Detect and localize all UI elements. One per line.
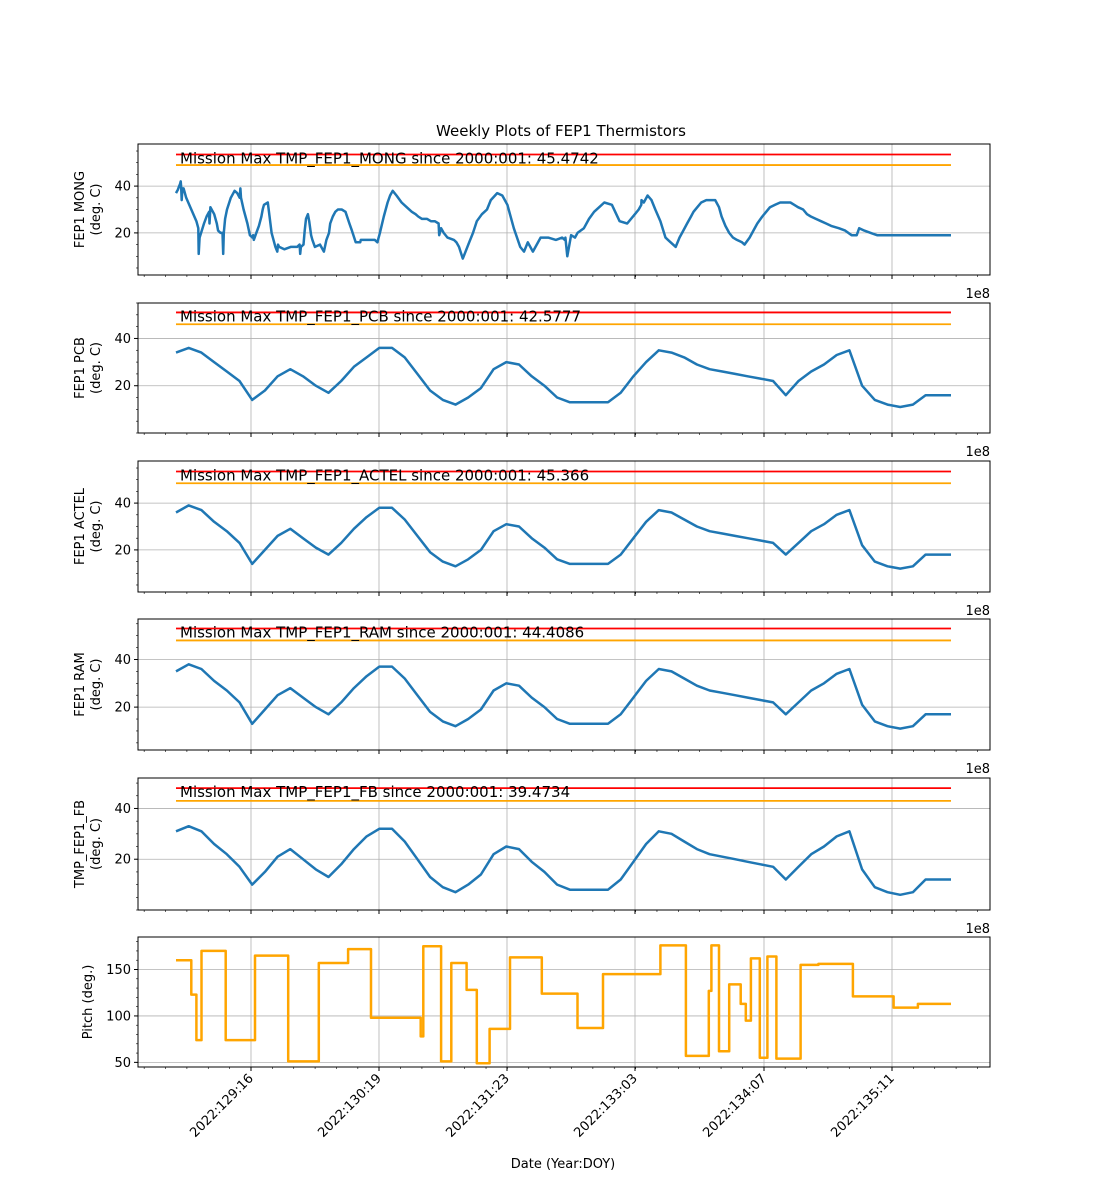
axes-frame	[137, 936, 991, 1068]
y-tick-label: 150	[106, 963, 131, 978]
y-tick-label: 100	[106, 1009, 131, 1024]
y-axis-label: TMP_FEP1_FB	[73, 800, 88, 889]
y-axis-label: FEP1 MONG	[73, 171, 88, 248]
subplot-3: Mission Max TMP_FEP1_ACTEL since 2000:00…	[73, 460, 991, 619]
y-axis-unit-label: (deg. C)	[89, 342, 104, 394]
y-tick-label: 20	[114, 543, 131, 558]
y-axis-label: FEP1 RAM	[73, 652, 88, 717]
y-tick-label: 50	[114, 1056, 131, 1071]
y-tick-label: 20	[114, 226, 131, 241]
subplot-1: Mission Max TMP_FEP1_MONG since 2000:001…	[73, 143, 991, 302]
x-tick-label: 2022:131:23	[443, 1071, 512, 1140]
y-tick-label: 40	[114, 180, 131, 195]
temperature-series-line	[175, 663, 951, 730]
subplot-4: Mission Max TMP_FEP1_RAM since 2000:001:…	[73, 618, 991, 777]
y-tick-label: 20	[114, 853, 131, 868]
x-offset-text: 1e8	[965, 762, 990, 777]
subplot-2: Mission Max TMP_FEP1_PCB since 2000:001:…	[73, 302, 991, 460]
x-offset-text: 1e8	[965, 604, 990, 619]
x-tick-labels: 2022:129:16 2022:130:19 2022:131:23 2022:13…	[187, 1071, 897, 1140]
temperature-series-line	[175, 824, 951, 897]
y-tick-label: 40	[114, 802, 131, 817]
y-tick-label: 40	[114, 653, 131, 668]
y-axis-label: FEP1 ACTEL	[73, 487, 88, 565]
x-tick-label: 2022:134:07	[700, 1071, 769, 1140]
mission-max-annotation: Mission Max TMP_FEP1_PCB since 2000:001:…	[180, 307, 581, 326]
y-axis-label: FEP1 PCB	[73, 337, 88, 399]
x-offset-text: 1e8	[965, 922, 990, 937]
axes-frame	[137, 302, 991, 434]
mission-max-annotation: Mission Max TMP_FEP1_MONG since 2000:001…	[180, 150, 599, 169]
mission-max-annotation: Mission Max TMP_FEP1_ACTEL since 2000:00…	[180, 467, 589, 486]
y-tick-label: 20	[114, 701, 131, 716]
y-axis-unit-label: (deg. C)	[89, 184, 104, 236]
x-tick-label: 2022:135:11	[828, 1071, 897, 1140]
temperature-series-line	[175, 346, 951, 409]
figure-title: Weekly Plots of FEP1 Thermistors	[436, 122, 686, 140]
mission-max-annotation: Mission Max TMP_FEP1_FB since 2000:001: …	[180, 783, 570, 802]
x-offset-text: 1e8	[965, 287, 990, 302]
temperature-series-line	[175, 504, 951, 570]
subplot-6: 50 100 150 Pitch (deg.)	[81, 936, 991, 1071]
axes-frame	[137, 618, 991, 751]
x-axis-label: Date (Year:DOY)	[511, 1157, 616, 1172]
axes-frame	[137, 777, 991, 911]
mission-max-annotation: Mission Max TMP_FEP1_RAM since 2000:001:…	[180, 624, 584, 643]
subplots: Mission Max TMP_FEP1_MONG since 2000:001…	[73, 143, 991, 1071]
y-tick-label: 40	[114, 497, 131, 512]
y-tick-label: 20	[114, 379, 131, 394]
subplot-5: Mission Max TMP_FEP1_FB since 2000:001: …	[73, 777, 991, 937]
y-tick-label: 40	[114, 332, 131, 347]
y-axis-unit-label: (deg. C)	[89, 818, 104, 870]
pitch-series-line	[176, 944, 951, 1065]
x-tick-label: 2022:133:03	[571, 1071, 640, 1140]
temperature-series-line	[174, 180, 951, 260]
y-axis-unit-label: (deg. C)	[89, 659, 104, 711]
x-offset-text: 1e8	[965, 445, 990, 460]
x-tick-label: 2022:130:19	[315, 1071, 384, 1140]
y-axis-unit-label: (deg. C)	[89, 501, 104, 553]
x-tick-label: 2022:129:16	[187, 1071, 256, 1140]
y-axis-label: Pitch (deg.)	[81, 965, 96, 1040]
